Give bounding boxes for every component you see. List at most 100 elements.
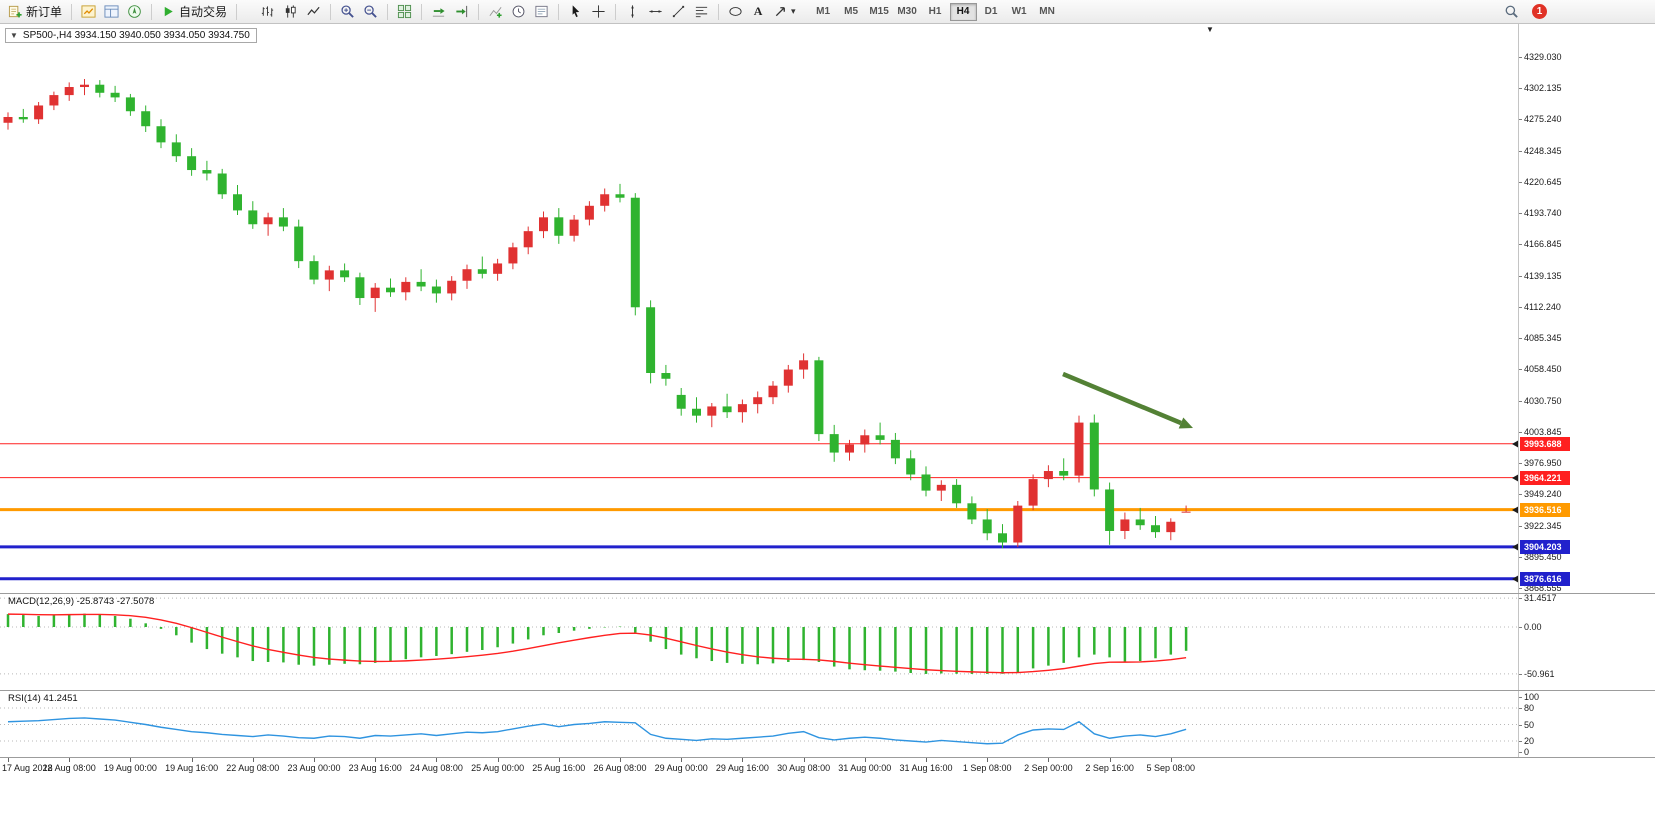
time-axis-label: 17 Aug 2022: [2, 763, 53, 773]
fibonacci-tool-button[interactable]: [690, 2, 713, 22]
toolbar-separator: [71, 3, 73, 20]
notification-badge[interactable]: 1: [1532, 4, 1547, 19]
time-axis-label: 25 Aug 00:00: [471, 763, 525, 773]
toolbar-separator: [478, 3, 480, 20]
time-axis-tick: [558, 758, 560, 762]
time-axis-label: 30 Aug 08:00: [777, 763, 831, 773]
cursor-tool-button[interactable]: [564, 2, 587, 22]
time-axis-tick: [191, 758, 193, 762]
time-axis-label: 24 Aug 08:00: [409, 763, 463, 773]
chart-annotations: [1062, 371, 1193, 429]
time-axis-label: 29 Aug 16:00: [715, 763, 769, 773]
auto-trading-button[interactable]: 自动交易: [157, 2, 231, 22]
time-axis-label: 29 Aug 00:00: [654, 763, 708, 773]
text-tool-button[interactable]: A: [747, 2, 769, 22]
horizontal-price-lines: [0, 443, 1518, 581]
timeframe-button-d1[interactable]: D1: [978, 3, 1005, 21]
candlestick-mode-button[interactable]: [279, 2, 302, 22]
tile-windows-button[interactable]: [393, 2, 416, 22]
indicators-icon: [489, 6, 502, 18]
timeframe-button-h1[interactable]: H1: [922, 3, 949, 21]
time-axis-label: 2 Sep 16:00: [1085, 763, 1134, 773]
timeframe-button-w1[interactable]: W1: [1006, 3, 1033, 21]
candlestick-chart-icon: [285, 5, 296, 18]
macd-main-value: -25.8743: [76, 596, 115, 607]
time-axis-tick: [803, 758, 805, 762]
time-axis-tick: [8, 758, 9, 762]
time-axis-label: 19 Aug 00:00: [103, 763, 157, 773]
time-axis-label: 19 Aug 16:00: [165, 763, 219, 773]
tile-windows-icon: [397, 4, 412, 19]
rsi-name: RSI(14): [8, 693, 41, 704]
time-axis-tick: [1170, 758, 1172, 762]
price-axis-border: [1518, 24, 1519, 757]
time-axis-tick: [252, 758, 254, 762]
macd-signal-value: -27.5078: [116, 596, 155, 607]
time-axis-tick: [436, 758, 438, 762]
time-axis-tick: [926, 758, 927, 762]
new-order-button[interactable]: 新订单: [4, 2, 66, 22]
vertical-line-tool-button[interactable]: [621, 2, 644, 22]
time-axis-tick: [864, 758, 866, 762]
text-tool-icon: A: [753, 4, 763, 18]
trendline-tool-button[interactable]: [667, 2, 690, 22]
arrows-tool-button[interactable]: ▾: [769, 2, 800, 22]
time-axis-tick: [69, 758, 71, 762]
line-chart-mode-button[interactable]: [302, 2, 325, 22]
macd-series: [6, 613, 1188, 674]
timeframe-button-m5[interactable]: M5: [838, 3, 865, 21]
navigator-button[interactable]: [123, 2, 146, 22]
time-axis-label: 23 Aug 00:00: [287, 763, 341, 773]
horizontal-line-tool-button[interactable]: [644, 2, 667, 22]
candlestick-series: [3, 78, 1191, 549]
toolbar-separator: [558, 3, 560, 20]
auto-trading-play-icon: [164, 6, 173, 17]
zoom-out-button[interactable]: [359, 2, 382, 22]
zoom-in-icon: [341, 5, 354, 18]
time-axis-label: 18 Aug 08:00: [42, 763, 96, 773]
indicators-button[interactable]: [484, 2, 507, 22]
time-axis-tick: [1109, 758, 1111, 762]
trend-arrow[interactable]: [1062, 371, 1182, 426]
macd-panel-separator[interactable]: [0, 593, 1655, 594]
timeframe-button-m15[interactable]: M15: [866, 3, 893, 21]
periods-button[interactable]: [507, 2, 530, 22]
data-window-button[interactable]: [100, 2, 123, 22]
toolbar-separator: [236, 3, 238, 20]
time-axis-label: 23 Aug 16:00: [348, 763, 402, 773]
timeframe-button-m30[interactable]: M30: [894, 3, 921, 21]
one-click-trading-toggle-icon[interactable]: ▼: [10, 31, 18, 40]
time-axis-tick: [1048, 758, 1050, 762]
chart-shift-marker-icon[interactable]: ▼: [1206, 25, 1214, 34]
search-button[interactable]: [1500, 2, 1523, 22]
arrow-object-icon: [775, 7, 785, 17]
crosshair-icon: [592, 5, 605, 18]
time-axis-tick: [987, 758, 989, 762]
timeframe-button-h4[interactable]: H4: [949, 2, 977, 21]
indicator-grid-levels: [0, 597, 1518, 742]
chart-title-ohlc: SP500-,H4 3934.150 3940.050 3934.050 393…: [22, 30, 250, 41]
shapes-tool-button[interactable]: [724, 2, 747, 22]
new-order-label: 新订单: [26, 5, 63, 19]
crosshair-tool-button[interactable]: [587, 2, 610, 22]
zoom-in-button[interactable]: [336, 2, 359, 22]
templates-button[interactable]: [530, 2, 553, 22]
time-axis-tick: [681, 758, 683, 762]
timeframe-button-m1[interactable]: M1: [810, 3, 837, 21]
chart-shift-icon: [456, 5, 468, 18]
auto-scroll-button[interactable]: [427, 2, 450, 22]
navigator-icon: [128, 5, 141, 18]
rsi-label: RSI(14) 41.2451: [8, 693, 78, 704]
auto-scroll-icon: [432, 8, 445, 17]
timeframe-button-mn[interactable]: MN: [1034, 3, 1061, 21]
time-axis: 17 Aug 2022 18 Aug 08:00 19 Aug 00:00 19 Au…: [0, 757, 1655, 776]
horizontal-line-icon: [649, 10, 662, 13]
market-watch-button[interactable]: [77, 2, 100, 22]
chart-shift-button[interactable]: [450, 2, 473, 22]
rsi-panel-separator[interactable]: [0, 690, 1655, 691]
toolbar-separator: [421, 3, 423, 20]
bar-chart-mode-button[interactable]: [256, 2, 279, 22]
cursor-icon: [572, 5, 580, 18]
